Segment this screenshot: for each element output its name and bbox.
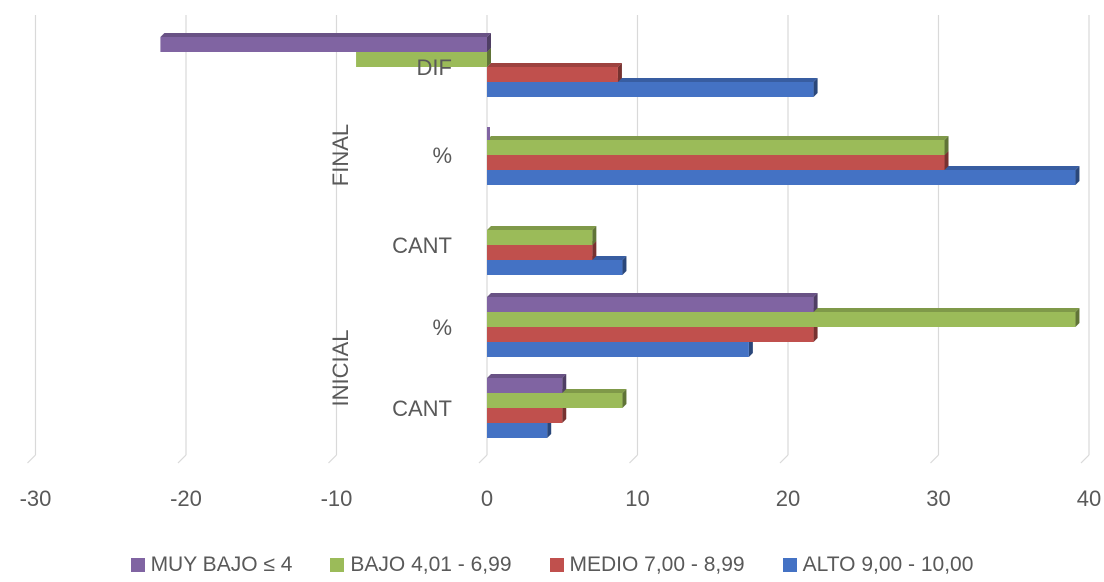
group-label: INICIAL bbox=[328, 329, 353, 406]
legend-label: MEDIO 7,00 - 8,99 bbox=[569, 553, 745, 576]
legend-swatch bbox=[549, 558, 564, 572]
x-tick-label: 0 bbox=[481, 486, 493, 511]
legend-label: BAJO 4,01 - 6,99 bbox=[350, 553, 512, 576]
legend-label: MUY BAJO ≤ 4 bbox=[150, 553, 293, 576]
gridline-foot bbox=[177, 454, 187, 464]
legend-swatch bbox=[782, 558, 797, 572]
x-tick-labels: -30 -20 -10 0 10 20 30 40 bbox=[20, 486, 1102, 511]
category-label: CANT bbox=[392, 233, 452, 258]
category-label: % bbox=[432, 315, 452, 340]
x-tick-label: 10 bbox=[625, 486, 649, 511]
gridline-foot bbox=[328, 454, 337, 464]
bar bbox=[487, 127, 490, 140]
bar-chart: -30 -20 -10 0 10 20 30 40 CANT% CANT% DIF INICIAL… bbox=[20, 15, 1102, 511]
x-tick-label: -30 bbox=[20, 486, 52, 511]
category-label: % bbox=[432, 143, 452, 168]
bar bbox=[487, 63, 622, 82]
gridline-foot bbox=[629, 454, 638, 464]
category-label: CANT bbox=[392, 396, 452, 421]
bar bbox=[487, 226, 597, 245]
legend-item: MEDIO 7,00 - 8,99 bbox=[549, 553, 745, 577]
legend-swatch bbox=[330, 558, 345, 572]
gridline-foot bbox=[779, 454, 789, 464]
group-label: FINAL bbox=[328, 124, 353, 186]
x-tick-label: -10 bbox=[321, 486, 353, 511]
gridline-foot bbox=[478, 454, 488, 464]
bar bbox=[487, 374, 567, 393]
x-tick-label: 20 bbox=[776, 486, 800, 511]
x-tick-label: 30 bbox=[926, 486, 950, 511]
legend-item: ALTO 9,00 - 10,00 bbox=[782, 553, 974, 577]
bars bbox=[160, 33, 1080, 438]
bar bbox=[487, 293, 818, 312]
gridline-foot bbox=[27, 454, 36, 464]
legend-swatch bbox=[130, 558, 145, 572]
category-label: DIF bbox=[417, 55, 452, 80]
legend-item: BAJO 4,01 - 6,99 bbox=[330, 553, 512, 577]
gridline-foot bbox=[930, 454, 939, 464]
legend-label: ALTO 9,00 - 10,00 bbox=[802, 553, 974, 576]
x-tick-label: -20 bbox=[170, 486, 202, 511]
legend-item: MUY BAJO ≤ 4 bbox=[130, 553, 293, 577]
category-labels: CANT% CANT% DIF bbox=[392, 55, 452, 421]
gridline-foot bbox=[1080, 454, 1090, 464]
bar bbox=[487, 136, 949, 155]
group-labels: INICIAL FINAL bbox=[328, 124, 353, 407]
legend: MUY BAJO ≤ 4 BAJO 4,01 - 6,99 MEDIO 7,00 -… bbox=[0, 550, 1104, 580]
bar bbox=[160, 33, 492, 52]
x-tick-label: 40 bbox=[1077, 486, 1101, 511]
